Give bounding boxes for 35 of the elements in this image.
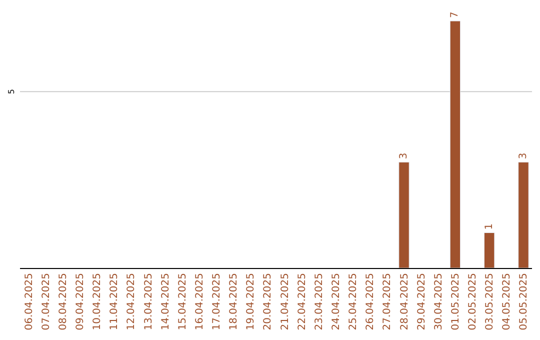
x-tick-label: 06.04.2025	[24, 273, 35, 330]
x-tick-label: 21.04.2025	[280, 273, 291, 330]
x-tick-label: 03.05.2025	[484, 273, 496, 330]
x-tick-label: 26.04.2025	[365, 273, 376, 330]
x-tick-label: 24.04.2025	[330, 273, 342, 330]
data-label: 3	[518, 152, 529, 160]
x-tick-label: 09.04.2025	[74, 273, 86, 330]
x-tick-label: 15.04.2025	[177, 273, 188, 330]
x-tick-label: 30.04.2025	[433, 273, 444, 330]
x-tick-label: 12.04.2025	[126, 273, 138, 330]
x-tick-label: 25.04.2025	[348, 273, 360, 330]
x-tick-label: 14.04.2025	[160, 273, 172, 330]
data-label: 7	[450, 12, 461, 18]
x-tick-label: 04.05.2025	[502, 273, 513, 330]
x-tick-label: 22.04.2025	[296, 273, 308, 330]
x-tick-label: 20.04.2025	[262, 273, 274, 330]
x-tick-label: 13.04.2025	[143, 273, 154, 330]
x-tick-label: 23.04.2025	[314, 273, 325, 330]
x-tick-label: 08.04.2025	[58, 273, 69, 330]
data-label: 1	[484, 223, 495, 230]
x-tick-label: 07.04.2025	[40, 273, 52, 330]
x-tick-label: 29.04.2025	[416, 273, 428, 330]
x-tick-label: 05.05.2025	[518, 273, 530, 330]
x-tick-label: 17.04.2025	[212, 273, 223, 330]
x-tick-label: 01.05.2025	[450, 273, 462, 330]
x-tick-label: 28.04.2025	[399, 273, 410, 330]
data-label: 3	[398, 152, 410, 160]
x-tick-label: 02.05.2025	[468, 273, 479, 330]
x-tick-label: 19.04.2025	[246, 273, 257, 330]
x-tick-label: 11.04.2025	[109, 273, 120, 330]
x-tick-label: 18.04.2025	[228, 273, 240, 330]
x-tick-label: 16.04.2025	[194, 273, 206, 330]
x-tick-label: 10.04.2025	[92, 273, 104, 330]
x-tick-label: 27.04.2025	[382, 273, 394, 330]
ref-line-label: 5	[6, 88, 16, 94]
